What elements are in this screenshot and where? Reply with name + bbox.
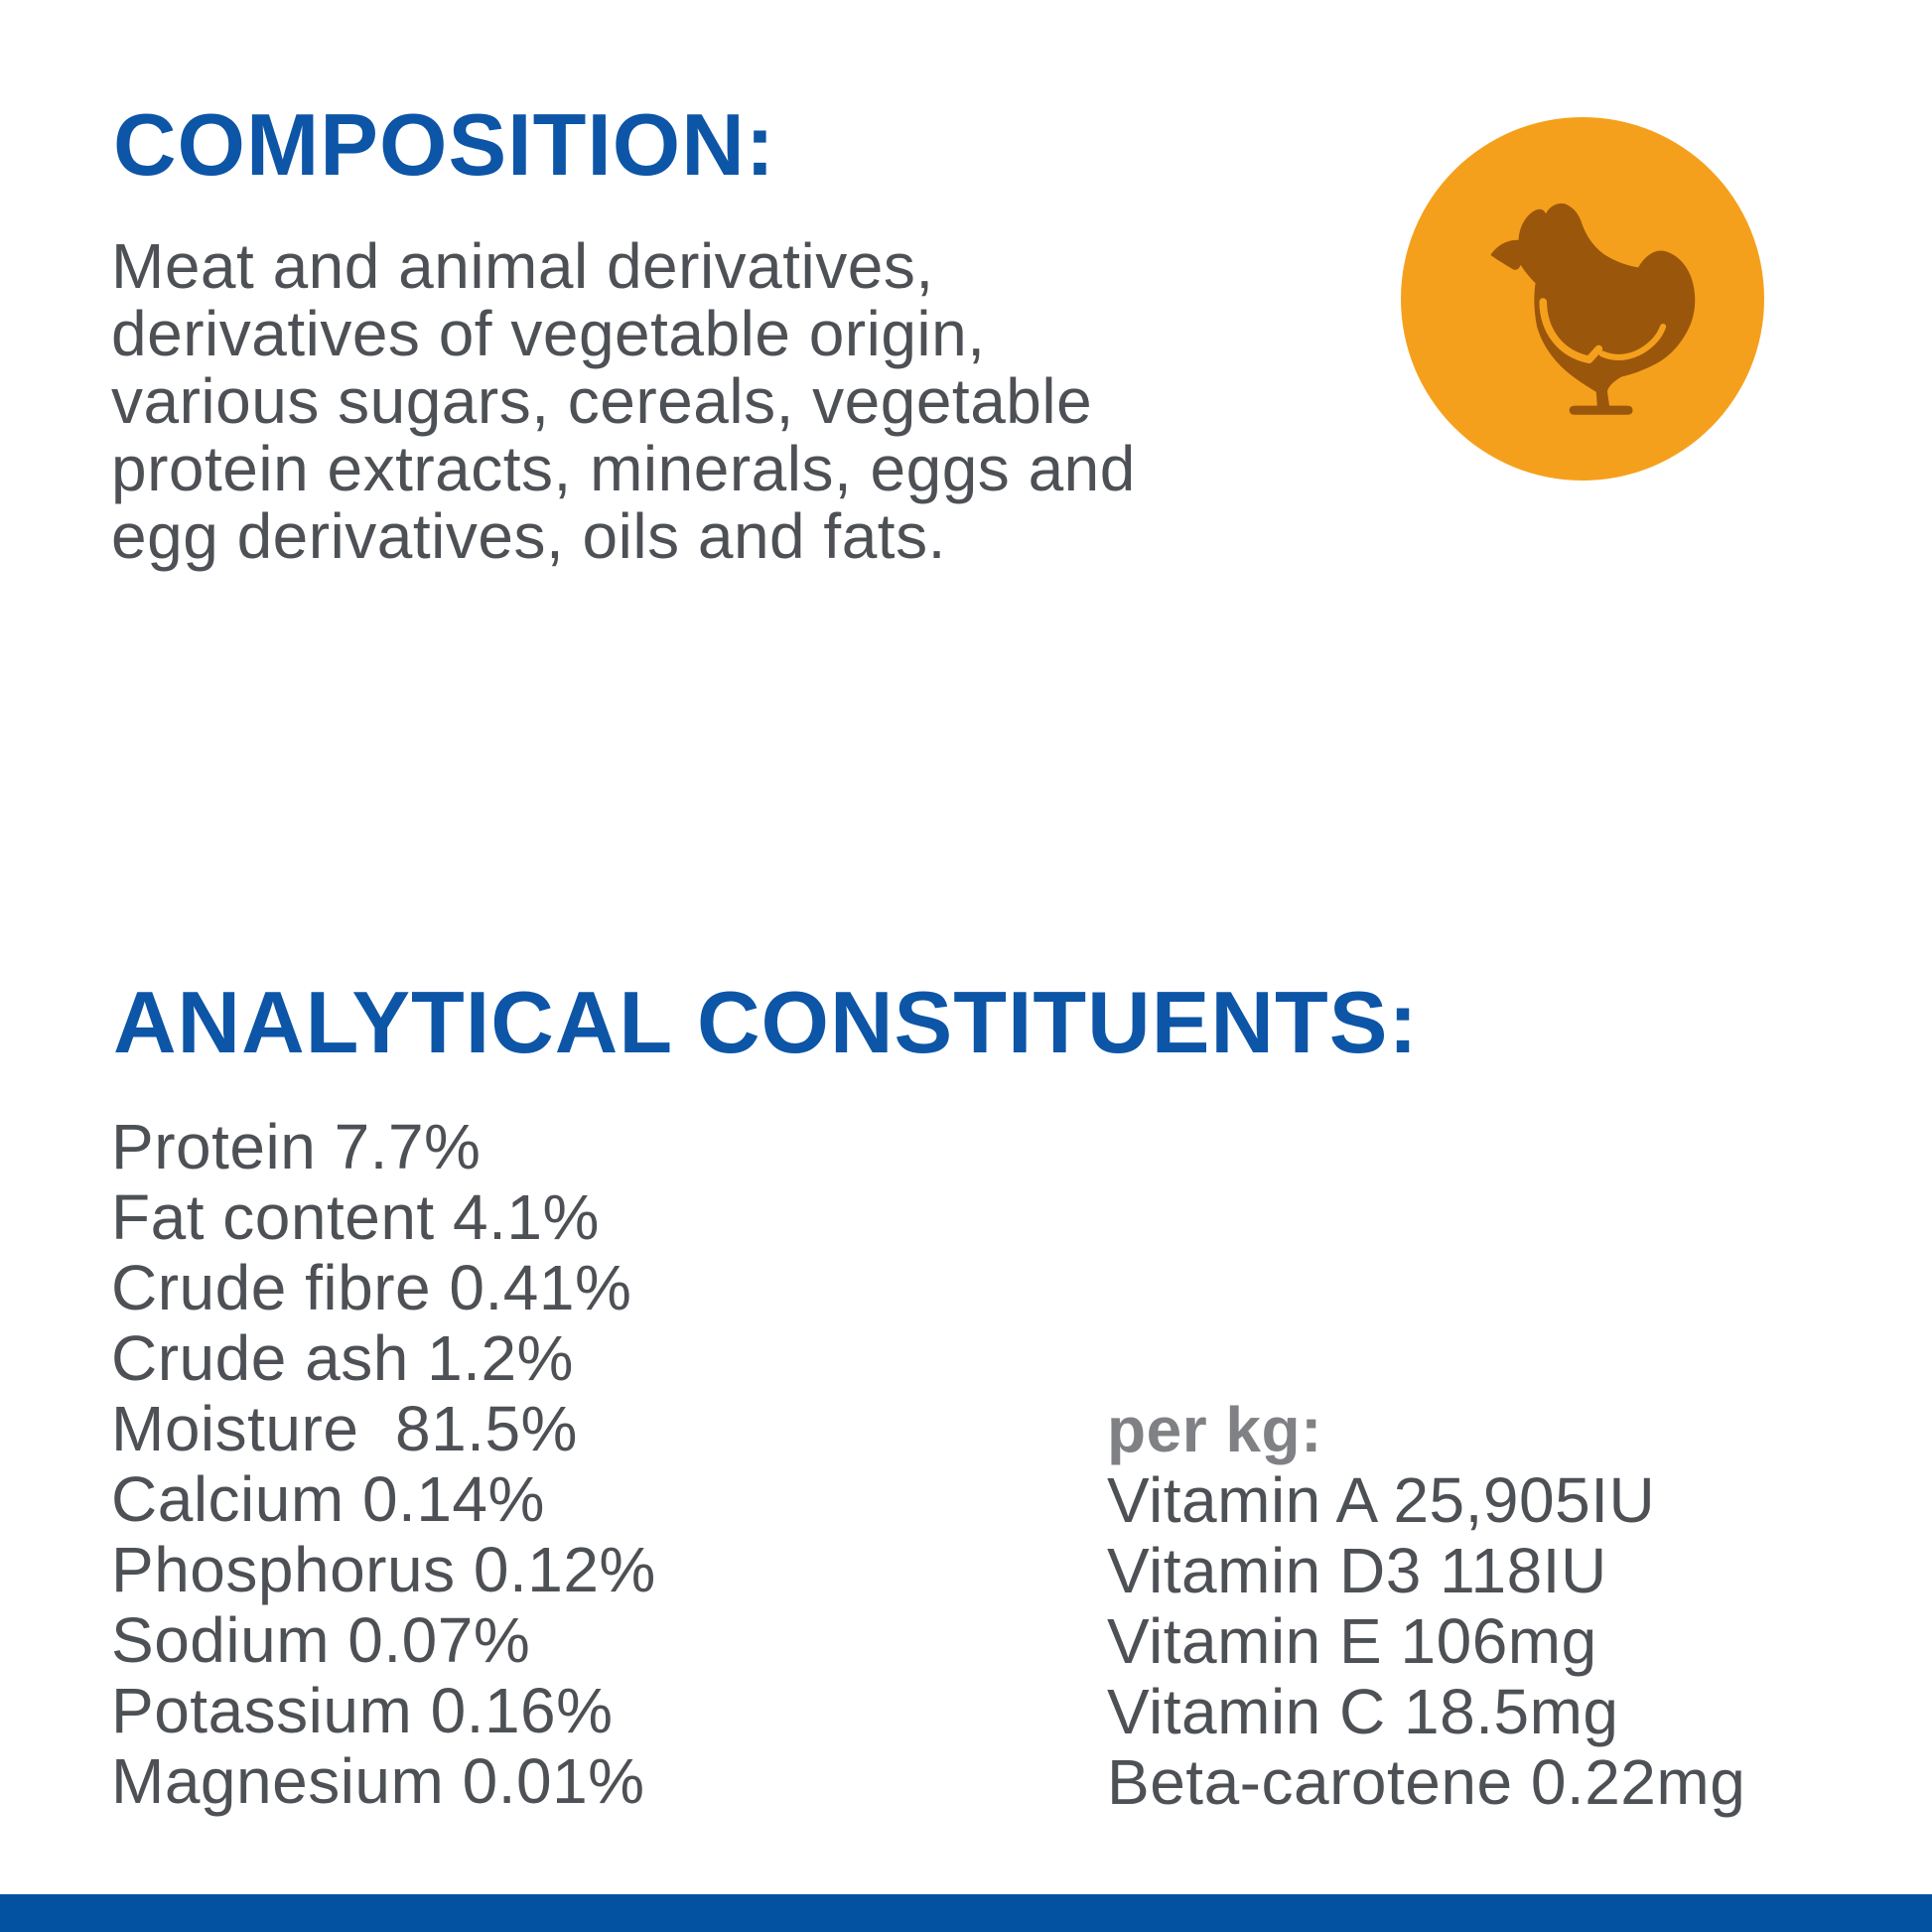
composition-line: egg derivatives, oils and fats. xyxy=(111,500,946,572)
nutrient-line: Fat content 4.1% xyxy=(111,1181,600,1253)
nutrient-line: Protein 7.7% xyxy=(111,1111,482,1182)
footer-accent-bar xyxy=(0,1894,1932,1932)
nutrient-line: Moisture 81.5% xyxy=(111,1393,578,1464)
nutrient-line: Potassium 0.16% xyxy=(111,1675,614,1746)
composition-paragraph: Meat and animal derivatives, derivatives… xyxy=(111,232,1136,570)
nutrient-line: Phosphorus 0.12% xyxy=(111,1534,656,1605)
composition-line: derivatives of vegetable origin, xyxy=(111,298,986,369)
per-kg-label: per kg: xyxy=(1107,1394,1322,1465)
nutrient-line: Crude ash 1.2% xyxy=(111,1322,574,1394)
nutrient-list: Protein 7.7% Fat content 4.1% Crude fibr… xyxy=(111,1112,656,1817)
per-kg-line: Vitamin D3 118IU xyxy=(1107,1535,1607,1606)
composition-line: Meat and animal derivatives, xyxy=(111,230,934,302)
per-kg-block: per kg: Vitamin A 25,905IU Vitamin D3 11… xyxy=(1107,1395,1745,1818)
composition-line: protein extracts, minerals, eggs and xyxy=(111,433,1136,504)
per-kg-line: Vitamin E 106mg xyxy=(1107,1605,1597,1677)
chicken-icon xyxy=(1489,203,1695,415)
nutrient-line: Calcium 0.14% xyxy=(111,1463,545,1535)
per-kg-line: Beta-carotene 0.22mg xyxy=(1107,1746,1746,1818)
composition-heading: COMPOSITION: xyxy=(113,95,776,194)
analytical-heading: ANALYTICAL CONSTITUENTS: xyxy=(113,973,1419,1071)
nutrient-line: Sodium 0.07% xyxy=(111,1604,531,1676)
nutrient-line: Crude fibre 0.41% xyxy=(111,1252,632,1323)
composition-line: various sugars, cereals, vegetable xyxy=(111,365,1093,437)
chicken-badge xyxy=(1401,117,1764,481)
per-kg-line: Vitamin C 18.5mg xyxy=(1107,1676,1619,1747)
nutrient-line: Magnesium 0.01% xyxy=(111,1745,645,1817)
per-kg-line: Vitamin A 25,905IU xyxy=(1107,1464,1656,1536)
